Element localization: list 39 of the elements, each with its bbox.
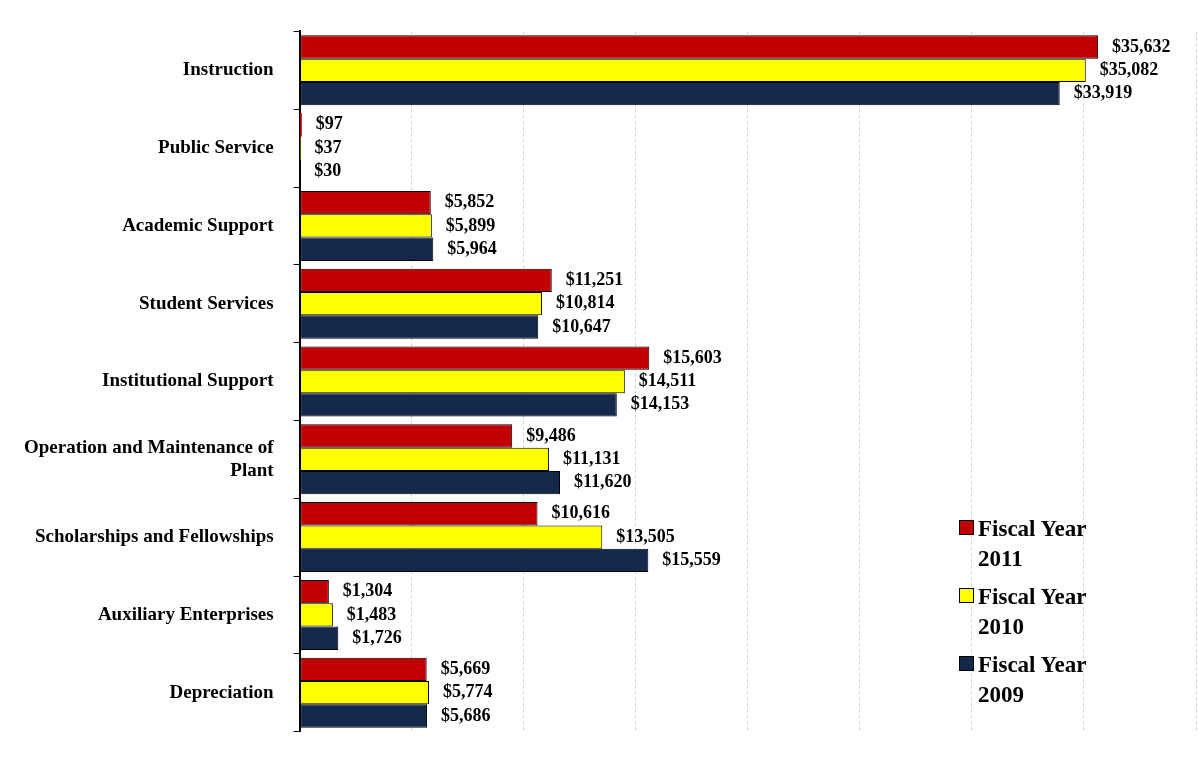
y-tick-label: Depreciation bbox=[169, 680, 275, 702]
data-label: $35,632 bbox=[1112, 35, 1171, 56]
y-tick-label: Academic Support bbox=[122, 213, 275, 235]
y-tick-label: Instruction bbox=[182, 58, 275, 80]
data-label: $14,153 bbox=[630, 393, 690, 414]
data-label: $5,899 bbox=[445, 214, 496, 235]
data-label: $33,919 bbox=[1073, 82, 1133, 103]
data-label: $15,603 bbox=[663, 346, 722, 367]
data-label: $97 bbox=[315, 113, 343, 134]
legend-label: Fiscal Year 2010 bbox=[978, 583, 1087, 641]
data-label: $10,814 bbox=[555, 292, 615, 313]
data-label: $14,511 bbox=[638, 370, 697, 391]
data-label: $13,505 bbox=[616, 525, 675, 546]
data-label: $1,304 bbox=[342, 580, 393, 601]
y-tick-label: Public Service bbox=[158, 136, 274, 158]
data-label: $37 bbox=[314, 136, 342, 157]
data-label: $5,852 bbox=[444, 191, 495, 212]
legend-label: Fiscal Year 2011 bbox=[978, 515, 1087, 573]
data-label: $15,559 bbox=[662, 549, 721, 570]
data-label: $9,486 bbox=[526, 424, 576, 445]
data-label: $35,082 bbox=[1099, 58, 1159, 79]
data-label: $5,964 bbox=[447, 237, 497, 258]
data-label: $10,616 bbox=[551, 502, 611, 523]
data-label: $1,483 bbox=[346, 603, 397, 624]
data-label: $11,131 bbox=[563, 447, 621, 468]
y-tick-label: Institutional Support bbox=[102, 369, 275, 391]
data-label: $11,251 bbox=[565, 269, 624, 290]
y-tick-label: Auxiliary Enterprises bbox=[97, 602, 274, 624]
y-tick-label: Scholarships and Fellowships bbox=[34, 525, 274, 547]
data-label: $30 bbox=[314, 160, 342, 181]
y-tick-label: Student Services bbox=[139, 291, 274, 313]
data-label: $10,647 bbox=[552, 315, 611, 336]
y-tick-label: Operation and Maintenance of Plant bbox=[23, 435, 275, 480]
data-label: $5,669 bbox=[440, 658, 491, 679]
data-label: $11,620 bbox=[574, 471, 632, 492]
data-label: $1,726 bbox=[352, 626, 402, 647]
legend-label: Fiscal Year 2009 bbox=[978, 651, 1087, 709]
data-label: $5,686 bbox=[441, 704, 491, 725]
data-label: $5,774 bbox=[443, 681, 493, 702]
